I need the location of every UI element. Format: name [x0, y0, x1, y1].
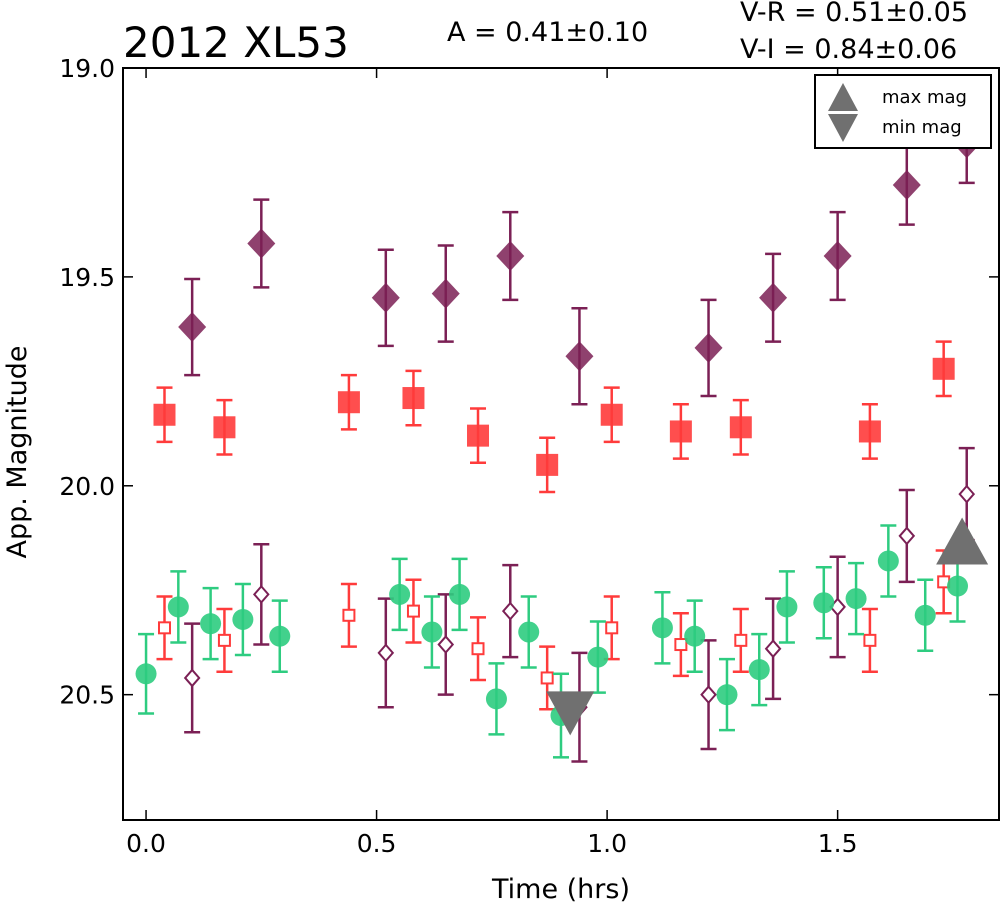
v-i-annotation: V-I = 0.84±0.06: [740, 34, 957, 65]
data-point-square: [467, 424, 490, 447]
axis-ticks: 0.0 0.5 1.0 1.5 19.0 19.5 20.0 20.5: [59, 54, 999, 858]
data-point-diamond-open: [501, 601, 519, 621]
min-mag-triangle: [546, 691, 595, 736]
data-point-square-open: [406, 604, 420, 618]
data-point-diamond-open: [252, 584, 270, 604]
data-point-diamond: [694, 332, 723, 363]
data-point-diamond: [431, 278, 460, 309]
data-point-circle: [449, 583, 471, 605]
amplitude-annotation: A = 0.41±0.10: [447, 17, 648, 48]
y-tick-label: 20.5: [59, 681, 115, 710]
data-point-square-open: [734, 633, 748, 647]
x-tick-label: 0.0: [126, 829, 166, 858]
x-tick-label: 0.5: [357, 829, 397, 858]
v-r-annotation: V-R = 0.51±0.05: [740, 0, 968, 28]
data-point-circle: [135, 663, 157, 685]
data-point-square-open: [674, 638, 688, 652]
data-point-diamond-open: [183, 668, 201, 688]
data-point-square: [213, 416, 236, 439]
data-point-square: [600, 403, 623, 426]
data-point-diamond: [247, 228, 276, 259]
data-point-circle: [587, 646, 609, 668]
legend: max mag min mag: [814, 74, 992, 149]
data-point-circle: [748, 659, 770, 681]
legend-max-mag-triangle-up-icon: [828, 83, 858, 111]
data-point-square: [669, 420, 692, 443]
data-point-diamond-open: [700, 685, 717, 705]
data-point-circle: [167, 596, 189, 618]
data-point-circle: [813, 592, 835, 614]
data-point-square-open: [342, 608, 356, 622]
legend-label-max-mag: max mag: [882, 87, 967, 108]
x-axis-label: Time (hrs): [491, 874, 630, 904]
plot-frame: [122, 67, 1000, 821]
data-point-circle: [389, 583, 411, 605]
data-point-diamond-open: [958, 484, 976, 504]
data-point-square: [153, 403, 176, 426]
data-point-circle: [716, 684, 738, 706]
legend-label-min-mag: min mag: [882, 117, 962, 138]
data-point-square-open: [863, 633, 877, 647]
data-point-circle: [684, 625, 706, 647]
data-point-circle: [877, 550, 899, 572]
data-point-square: [858, 420, 881, 443]
data-point-circle: [914, 604, 936, 626]
legend-min-mag-triangle-down-icon: [828, 114, 858, 142]
data-point-diamond: [823, 241, 852, 271]
chart-title: 2012 XL53: [123, 18, 349, 67]
data-point-circle: [269, 625, 291, 647]
x-tick-label: 1.5: [818, 829, 858, 858]
y-axis-label: App. Magnitude: [2, 346, 33, 559]
data-point-diamond: [892, 169, 921, 200]
y-tick-label: 19.5: [59, 263, 115, 292]
data-point-square: [932, 357, 955, 380]
data-point-diamond: [565, 341, 594, 372]
data-point-square: [402, 387, 425, 410]
data-point-circle: [845, 588, 867, 610]
data-point-diamond: [178, 312, 207, 343]
data-point-circle: [518, 621, 540, 643]
data-point-circle: [485, 688, 507, 710]
data-point-square-open: [471, 642, 485, 656]
data-point-diamond-open: [377, 643, 395, 663]
chart-marks: [135, 102, 989, 763]
data-point-diamond-open: [898, 526, 916, 546]
data-point-square: [337, 391, 360, 414]
data-point-diamond: [371, 282, 400, 313]
data-point-circle: [947, 575, 969, 597]
data-point-diamond-open: [764, 639, 782, 659]
y-tick-label: 20.0: [59, 472, 115, 501]
y-tick-label: 19.0: [59, 54, 115, 83]
data-point-circle: [232, 608, 254, 630]
data-point-square-open: [217, 633, 231, 647]
data-point-square: [729, 416, 752, 439]
data-point-circle: [776, 596, 798, 618]
data-point-circle: [651, 617, 673, 639]
max-mag-triangle: [936, 517, 989, 565]
data-point-diamond: [759, 282, 788, 313]
data-point-diamond: [496, 241, 525, 271]
data-point-square-open: [157, 621, 171, 635]
data-point-square-open: [605, 621, 619, 635]
data-point-circle: [421, 621, 443, 643]
data-point-circle: [200, 613, 222, 635]
data-point-diamond-open: [437, 635, 455, 655]
x-tick-label: 1.0: [587, 829, 627, 858]
data-point-square-open: [540, 671, 554, 685]
data-point-square: [536, 453, 559, 476]
